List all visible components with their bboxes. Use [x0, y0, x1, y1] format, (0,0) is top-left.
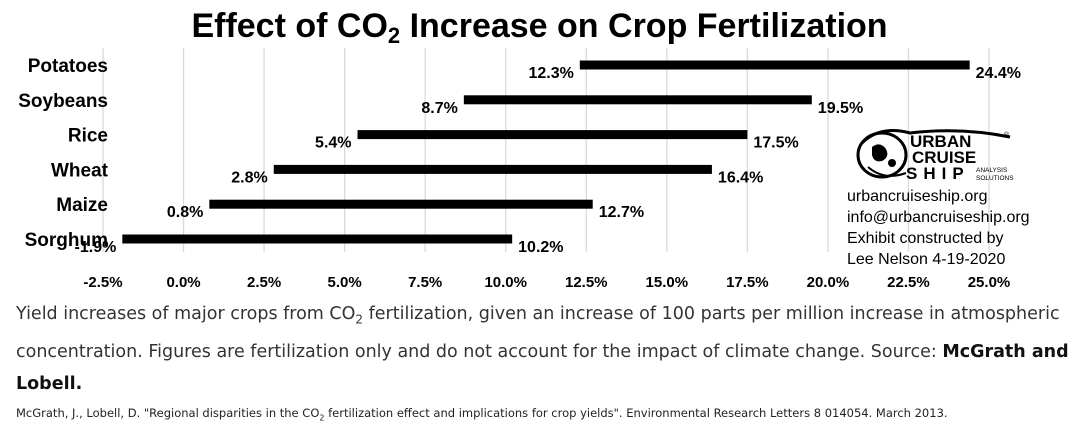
x-tick-label: 7.5% [408, 274, 442, 291]
x-tick-label: 22.5% [887, 274, 930, 291]
credit-email[interactable]: info@urbancruiseship.org [847, 209, 1030, 226]
logo-tagline-1: ANALYSIS [976, 167, 1008, 174]
high-value-label: 24.4% [976, 65, 1021, 82]
x-tick-label: 12.5% [565, 274, 608, 291]
caption-source: McGrath and Lobell. [16, 341, 1069, 394]
x-tick-label: 0.0% [166, 274, 200, 291]
credit-website[interactable]: urbancruiseship.org [847, 188, 988, 205]
range-bar [209, 199, 593, 209]
range-bar [273, 164, 712, 174]
range-bar [579, 60, 970, 70]
logo-text-3: SHIP [906, 164, 970, 183]
low-value-label: 12.3% [528, 65, 573, 82]
chart-title: Effect of CO2 Increase on Crop Fertiliza… [191, 7, 888, 48]
chart-caption: Yield increases of major crops from CO2 … [16, 304, 1069, 394]
low-value-label: 5.4% [315, 135, 351, 152]
x-tick-label: -2.5% [83, 274, 122, 291]
high-value-label: 12.7% [599, 204, 644, 221]
credit-block: urbancruiseship.org info@urbancruiseship… [847, 186, 1030, 270]
low-value-label: 8.7% [421, 100, 457, 117]
x-tick-label: 25.0% [968, 274, 1011, 291]
category-label: Wheat [51, 160, 109, 181]
logo-text-1: URBAN [910, 132, 971, 151]
x-tick-label: 10.0% [484, 274, 527, 291]
high-value-label: 19.5% [818, 100, 863, 117]
category-label: Potatoes [28, 56, 108, 77]
credit-author-date: Lee Nelson 4-19-2020 [847, 251, 1006, 268]
category-label: Maize [56, 195, 108, 216]
high-value-label: 17.5% [753, 135, 798, 152]
logo-text-2: CRUISE [912, 148, 976, 167]
range-bar-chart: -2.5% 0.0% 2.5% 5.0% 7.5% 10.0% 12.5% 15.0% 17.5… [18, 48, 1021, 291]
x-tick-label: 15.0% [646, 274, 689, 291]
category-label: Rice [68, 126, 108, 147]
urban-cruise-ship-logo: URBAN ® CRUISE SHIP ANALYSIS SOLUTIONS [856, 129, 1014, 183]
high-value-label: 10.2% [518, 239, 563, 256]
range-bar [463, 95, 812, 105]
logo-registered: ® [1004, 131, 1010, 139]
x-tick-label: 20.0% [807, 274, 850, 291]
x-tick-label: 5.0% [328, 274, 362, 291]
credit-constructed: Exhibit constructed by [847, 230, 1004, 247]
range-bar [357, 130, 748, 140]
x-tick-label: 2.5% [247, 274, 281, 291]
category-label: Sorghum [25, 230, 108, 251]
category-label: Soybeans [18, 91, 108, 112]
low-value-label: 2.8% [231, 169, 267, 186]
range-bar [122, 234, 513, 244]
low-value-label: -1.9% [75, 239, 117, 256]
low-value-label: 0.8% [167, 204, 203, 221]
high-value-label: 16.4% [718, 169, 763, 186]
citation-reference: McGrath, J., Lobell, D. "Regional dispar… [16, 406, 948, 423]
x-tick-label: 17.5% [726, 274, 769, 291]
logo-tagline-2: SOLUTIONS [976, 175, 1014, 182]
